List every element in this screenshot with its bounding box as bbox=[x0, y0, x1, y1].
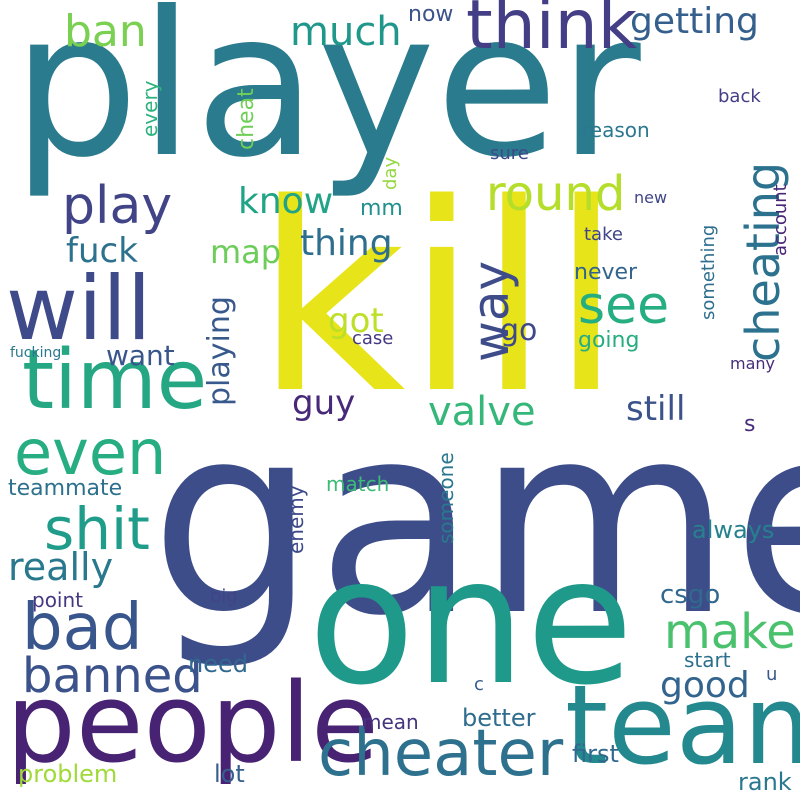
word-someone: someone bbox=[434, 452, 458, 544]
word-time: time bbox=[22, 333, 208, 428]
word-first: first bbox=[572, 740, 619, 768]
word-make: make bbox=[664, 604, 796, 660]
word-round: round bbox=[486, 166, 626, 222]
word-one: one bbox=[308, 521, 634, 724]
word-know: know bbox=[238, 181, 334, 222]
word-never: never bbox=[574, 260, 638, 285]
word-kill: kill bbox=[255, 149, 623, 451]
word-bad: bad bbox=[22, 591, 143, 665]
word-got: got bbox=[328, 301, 384, 341]
word-big: big bbox=[210, 586, 238, 607]
word-playing: playing bbox=[202, 296, 237, 406]
word-people: people bbox=[6, 659, 379, 787]
word-banned: banned bbox=[22, 648, 203, 704]
word-better: better bbox=[462, 704, 536, 732]
word-want: want bbox=[106, 339, 175, 372]
word-account: account bbox=[770, 184, 791, 256]
word-now: now bbox=[408, 2, 454, 27]
word-fucking: fucking bbox=[10, 345, 62, 361]
word-u: u bbox=[766, 664, 778, 685]
word-good: good bbox=[660, 665, 750, 706]
word-many: many bbox=[730, 354, 775, 373]
word-mm: mm bbox=[360, 196, 403, 221]
word-teammate: teammate bbox=[8, 476, 123, 501]
word-always: always bbox=[692, 516, 775, 544]
word-match: match bbox=[326, 472, 390, 496]
word-cheater: cheater bbox=[318, 717, 564, 791]
word-enemy: enemy bbox=[284, 485, 308, 554]
word-new: new bbox=[634, 188, 668, 207]
word-thing: thing bbox=[300, 223, 393, 264]
word-every: every bbox=[138, 80, 162, 137]
word-player: player bbox=[12, 0, 641, 202]
word-c: c bbox=[474, 674, 484, 695]
word-map: map bbox=[210, 233, 282, 271]
word-back: back bbox=[718, 86, 761, 107]
word-team: team bbox=[565, 661, 800, 789]
word-cheat: cheat bbox=[234, 88, 259, 150]
word-csgo: csgo bbox=[660, 580, 721, 610]
word-even: even bbox=[14, 416, 167, 489]
word-play: play bbox=[62, 176, 173, 236]
word-getting: getting bbox=[630, 1, 759, 42]
word-guy: guy bbox=[292, 383, 356, 423]
word-really: really bbox=[8, 545, 114, 589]
word-problem: problem bbox=[18, 760, 118, 788]
word-much: much bbox=[290, 9, 402, 55]
word-take: take bbox=[584, 224, 623, 245]
word-sure: sure bbox=[490, 143, 529, 164]
word-reason: reason bbox=[582, 118, 650, 142]
word-see: see bbox=[578, 276, 670, 336]
word-fuck: fuck bbox=[66, 231, 138, 271]
word-mean: mean bbox=[362, 710, 419, 734]
word-still: still bbox=[626, 389, 686, 429]
word-rank: rank bbox=[738, 768, 792, 796]
word-lot: lot bbox=[214, 760, 245, 788]
word-start: start bbox=[684, 648, 731, 672]
word-case: case bbox=[352, 328, 394, 349]
word-will: will bbox=[6, 257, 152, 360]
word-shit: shit bbox=[44, 495, 150, 563]
word-go: go bbox=[500, 313, 538, 348]
word-something: something bbox=[698, 224, 719, 320]
word-think: think bbox=[466, 0, 638, 65]
word-need: need bbox=[188, 650, 248, 678]
word-going: going bbox=[578, 328, 640, 353]
word-s: s bbox=[744, 412, 756, 437]
word-ban: ban bbox=[64, 6, 147, 57]
word-day: day bbox=[380, 156, 401, 190]
word-valve: valve bbox=[428, 389, 536, 435]
word-point: point bbox=[32, 588, 84, 612]
word-game: game bbox=[150, 368, 800, 673]
